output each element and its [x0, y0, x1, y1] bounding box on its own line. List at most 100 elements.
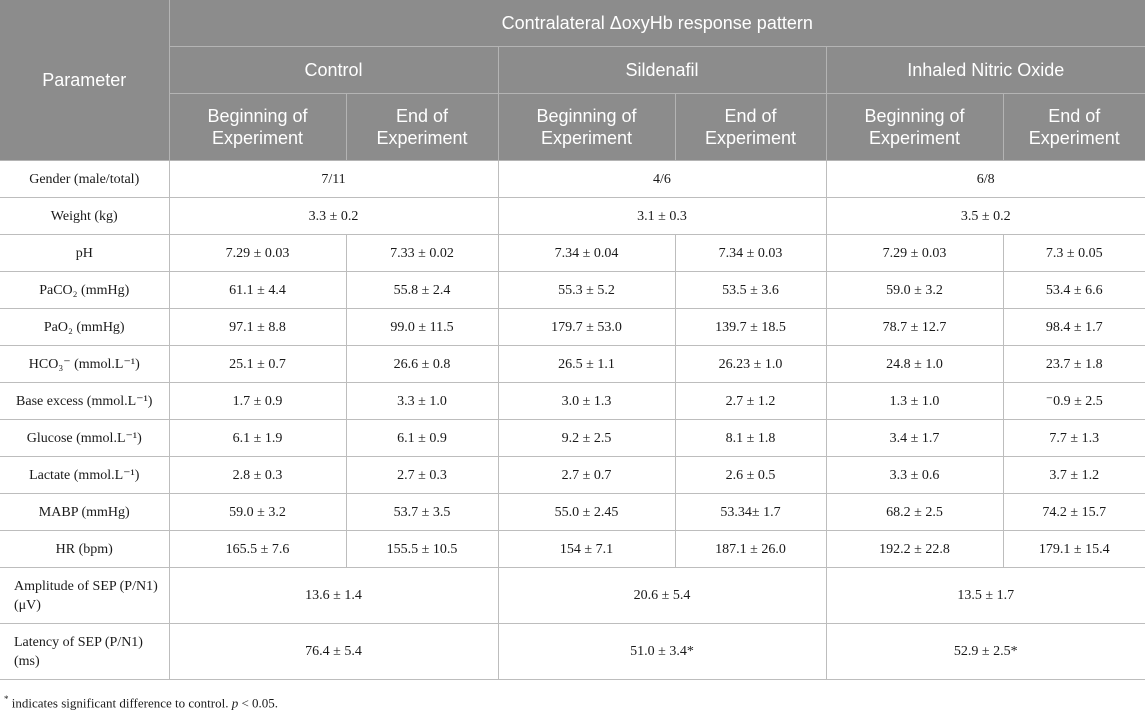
value-cell: 2.7 ± 0.3 — [345, 456, 499, 494]
value-cell: 9.2 ± 2.5 — [497, 419, 676, 457]
value-cell: 6.1 ± 1.9 — [168, 419, 347, 457]
value-cell: 98.4 ± 1.7 — [1002, 308, 1145, 346]
value-cell: 25.1 ± 0.7 — [168, 345, 347, 383]
value-cell: 53.4 ± 6.6 — [1002, 271, 1145, 309]
value-cell: 3.1 ± 0.3 — [497, 197, 827, 235]
parameter-cell: Latency of SEP (P/N1) (ms) — [0, 623, 170, 680]
value-cell: 24.8 ± 1.0 — [825, 345, 1004, 383]
subheader-end: End of Experiment — [345, 93, 499, 161]
value-cell: 165.5 ± 7.6 — [168, 530, 347, 568]
value-cell: 53.34± 1.7 — [674, 493, 827, 531]
value-cell: 52.9 ± 2.5* — [825, 623, 1145, 680]
value-cell: 154 ± 7.1 — [497, 530, 676, 568]
value-cell: 3.3 ± 1.0 — [345, 382, 499, 420]
table-row: PaO₂ (mmHg) 97.1 ± 8.8 99.0 ± 11.5 179.7 ± … — [0, 308, 1145, 346]
table-row: Amplitude of SEP (P/N1) (μV) 13.6 ± 1.4 20… — [0, 567, 1145, 624]
value-cell: 59.0 ± 3.2 — [168, 493, 347, 531]
value-cell: 53.7 ± 3.5 — [345, 493, 499, 531]
value-cell: 7.29 ± 0.03 — [825, 234, 1004, 272]
subheader-end: End of Experiment — [1002, 93, 1145, 161]
parameter-cell: Gender (male/total) — [0, 160, 170, 198]
footnote-p-symbol: p — [231, 695, 239, 711]
parameter-cell: Weight (kg) — [0, 197, 170, 235]
value-cell: 55.0 ± 2.45 — [497, 493, 676, 531]
value-cell: 76.4 ± 5.4 — [168, 623, 499, 680]
parameter-cell: MABP (mmHg) — [0, 493, 170, 531]
value-cell: 3.0 ± 1.3 — [497, 382, 676, 420]
parameter-cell: PaO₂ (mmHg) — [0, 308, 170, 346]
value-cell: 192.2 ± 22.8 — [825, 530, 1004, 568]
table-row: pH 7.29 ± 0.03 7.33 ± 0.02 7.34 ± 0.04 7.34 … — [0, 234, 1145, 272]
value-cell: 187.1 ± 26.0 — [674, 530, 827, 568]
parameter-cell: Amplitude of SEP (P/N1) (μV) — [0, 567, 170, 624]
table-row: PaCO₂ (mmHg) 61.1 ± 4.4 55.8 ± 2.4 55.3 ± 5… — [0, 271, 1145, 309]
subheader-beginning: Beginning of Experiment — [825, 93, 1004, 161]
table-row: Gender (male/total) 7/11 4/6 6/8 — [0, 160, 1145, 198]
parameter-cell: Glucose (mmol.L⁻¹) — [0, 419, 170, 457]
parameter-cell: Base excess (mmol.L⁻¹) — [0, 382, 170, 420]
subheader-beginning: Beginning of Experiment — [497, 93, 676, 161]
value-cell: 1.3 ± 1.0 — [825, 382, 1004, 420]
value-cell: 6.1 ± 0.9 — [345, 419, 499, 457]
value-cell: 53.5 ± 3.6 — [674, 271, 827, 309]
parameter-cell: HR (bpm) — [0, 530, 170, 568]
value-cell: 26.23 ± 1.0 — [674, 345, 827, 383]
value-cell: 3.3 ± 0.2 — [168, 197, 499, 235]
value-cell: 3.5 ± 0.2 — [825, 197, 1145, 235]
value-cell: 3.3 ± 0.6 — [825, 456, 1004, 494]
value-cell: 68.2 ± 2.5 — [825, 493, 1004, 531]
footnote-text: indicates significant difference to cont… — [8, 695, 232, 711]
response-pattern-header: Contralateral ΔoxyHb response pattern — [168, 0, 1145, 47]
subheader-end: End of Experiment — [674, 93, 827, 161]
footnote: * indicates significant difference to co… — [4, 694, 278, 711]
table-row: HCO₃⁻ (mmol.L⁻¹) 25.1 ± 0.7 26.6 ± 0.8 26.5… — [0, 345, 1145, 383]
value-cell: 78.7 ± 12.7 — [825, 308, 1004, 346]
value-cell: 7.33 ± 0.02 — [345, 234, 499, 272]
value-cell: 59.0 ± 3.2 — [825, 271, 1004, 309]
value-cell: ⁻0.9 ± 2.5 — [1002, 382, 1145, 420]
value-cell: 2.7 ± 0.7 — [497, 456, 676, 494]
table-row: HR (bpm) 165.5 ± 7.6 155.5 ± 10.5 154 ± 7.1… — [0, 530, 1145, 568]
value-cell: 61.1 ± 4.4 — [168, 271, 347, 309]
value-cell: 26.5 ± 1.1 — [497, 345, 676, 383]
value-cell: 7.34 ± 0.03 — [674, 234, 827, 272]
value-cell: 1.7 ± 0.9 — [168, 382, 347, 420]
table-body: Gender (male/total) 7/11 4/6 6/8 Weight (kg)… — [0, 160, 1145, 680]
value-cell: 99.0 ± 11.5 — [345, 308, 499, 346]
value-cell: 13.6 ± 1.4 — [168, 567, 499, 624]
value-cell: 7.29 ± 0.03 — [168, 234, 347, 272]
parameter-cell: HCO₃⁻ (mmol.L⁻¹) — [0, 345, 170, 383]
parameter-header: Parameter — [0, 0, 170, 161]
table-row: Latency of SEP (P/N1) (ms) 76.4 ± 5.4 51.0… — [0, 623, 1145, 680]
value-cell: 4/6 — [497, 160, 827, 198]
value-cell: 7.7 ± 1.3 — [1002, 419, 1145, 457]
footnote-marker: * — [4, 694, 9, 704]
value-cell: 7.34 ± 0.04 — [497, 234, 676, 272]
value-cell: 2.7 ± 1.2 — [674, 382, 827, 420]
value-cell: 7.3 ± 0.05 — [1002, 234, 1145, 272]
value-cell: 139.7 ± 18.5 — [674, 308, 827, 346]
value-cell: 23.7 ± 1.8 — [1002, 345, 1145, 383]
table-row: Base excess (mmol.L⁻¹) 1.7 ± 0.9 3.3 ± 1.0… — [0, 382, 1145, 420]
parameter-cell: pH — [0, 234, 170, 272]
group-header-inhaled-no: Inhaled Nitric Oxide — [825, 46, 1145, 94]
value-cell: 20.6 ± 5.4 — [497, 567, 827, 624]
group-header-sildenafil: Sildenafil — [497, 46, 827, 94]
value-cell: 13.5 ± 1.7 — [825, 567, 1145, 624]
value-cell: 55.8 ± 2.4 — [345, 271, 499, 309]
group-header-control: Control — [169, 46, 499, 94]
value-cell: 3.7 ± 1.2 — [1002, 456, 1145, 494]
value-cell: 2.8 ± 0.3 — [168, 456, 347, 494]
table-row: Weight (kg) 3.3 ± 0.2 3.1 ± 0.3 3.5 ± 0.2 — [0, 197, 1145, 235]
value-cell: 3.4 ± 1.7 — [825, 419, 1004, 457]
value-cell: 74.2 ± 15.7 — [1002, 493, 1145, 531]
value-cell: 179.1 ± 15.4 — [1002, 530, 1145, 568]
parameter-cell: Lactate (mmol.L⁻¹) — [0, 456, 170, 494]
value-cell: 6/8 — [825, 160, 1145, 198]
value-cell: 179.7 ± 53.0 — [497, 308, 676, 346]
value-cell: 8.1 ± 1.8 — [674, 419, 827, 457]
value-cell: 2.6 ± 0.5 — [674, 456, 827, 494]
table-row: Lactate (mmol.L⁻¹) 2.8 ± 0.3 2.7 ± 0.3 2.7 … — [0, 456, 1145, 494]
subheader-beginning: Beginning of Experiment — [169, 93, 347, 161]
value-cell: 7/11 — [168, 160, 499, 198]
